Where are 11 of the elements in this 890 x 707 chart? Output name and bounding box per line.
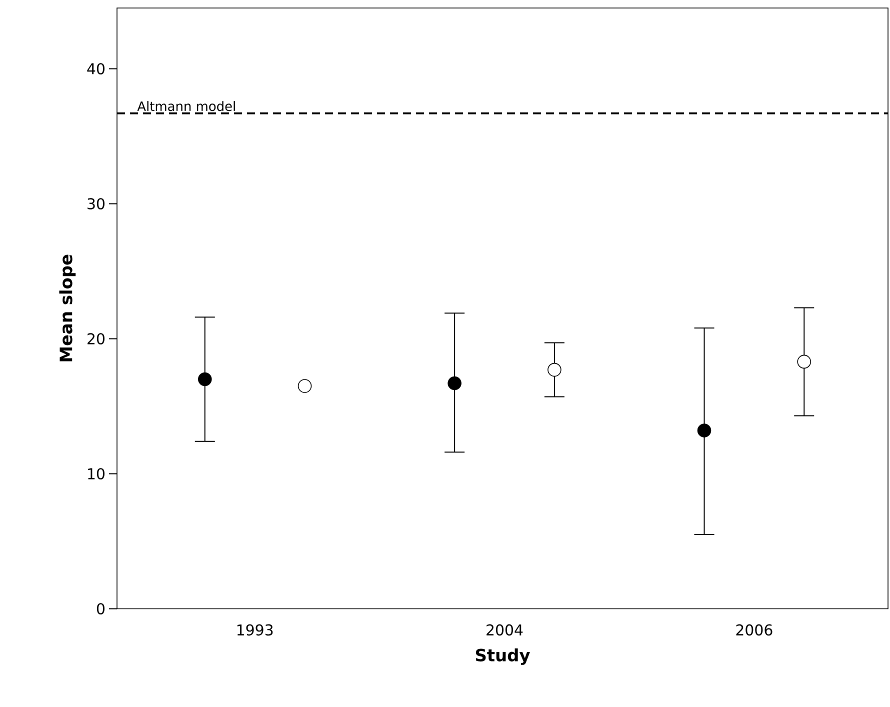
- x-tick-label: 2006: [736, 624, 772, 636]
- y-axis-title: Mean slope: [59, 254, 76, 362]
- y-tick-label: 20: [88, 333, 104, 345]
- x-axis-title: Study: [476, 648, 530, 666]
- x-tick-label: 2004: [486, 624, 523, 636]
- y-tick-label: 30: [88, 198, 104, 210]
- x-tick-label: 1993: [237, 624, 273, 636]
- y-tick-label: 40: [87, 63, 104, 75]
- y-tick-label: 10: [88, 468, 104, 480]
- ref-line-label: Altmann model: [137, 101, 235, 112]
- y-tick-label: 0: [96, 603, 104, 615]
